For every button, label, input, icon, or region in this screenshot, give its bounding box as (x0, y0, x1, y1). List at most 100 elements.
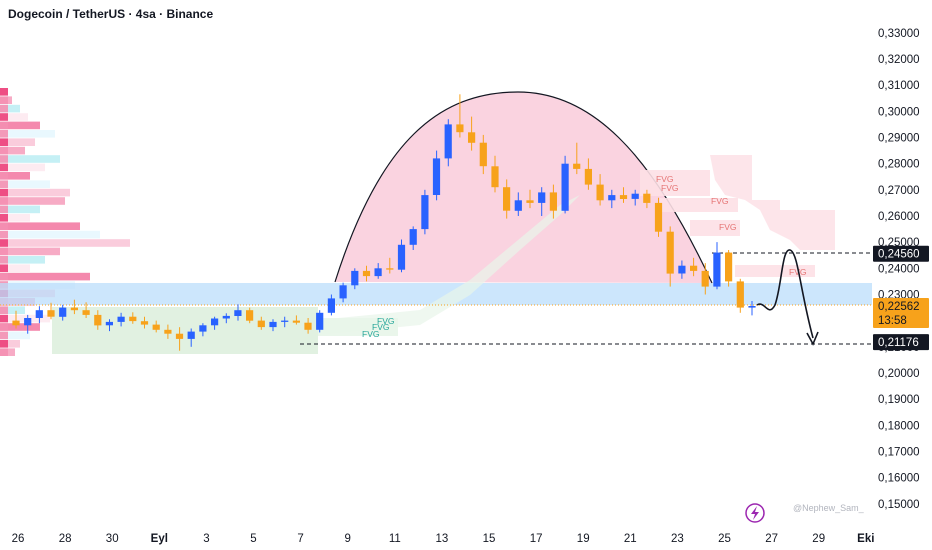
y-tick-label: 0,16000 (878, 473, 920, 485)
candle (596, 174, 604, 206)
volume-bar-core (0, 205, 8, 214)
volume-bar (0, 138, 35, 146)
candle (374, 263, 382, 279)
fvg-box-3 (690, 220, 740, 236)
volume-bar (0, 323, 40, 331)
volume-profile (0, 88, 130, 356)
dome-fill (335, 92, 712, 283)
candle-body (666, 231, 674, 274)
volume-bar (0, 331, 30, 340)
candle-body (748, 306, 756, 308)
bear-cloud-zone (710, 155, 835, 250)
candle (269, 319, 277, 332)
candle-body (713, 252, 721, 287)
y-tick-label: 0,24000 (878, 263, 920, 275)
volume-bar-core (0, 306, 8, 314)
candle (397, 239, 406, 273)
x-tick-label: 5 (250, 533, 256, 545)
fvg-label-5: FVG (789, 267, 806, 277)
candle (304, 318, 312, 334)
candle-body (70, 307, 78, 311)
x-tick-label: 13 (436, 533, 449, 545)
candle-body (421, 195, 429, 230)
candle (327, 294, 335, 316)
candle-body (12, 320, 20, 326)
candle (175, 327, 184, 351)
candle-body (374, 268, 382, 277)
candle (234, 304, 242, 321)
candle-body (117, 316, 125, 322)
volume-bar-core (0, 180, 8, 188)
candle (94, 310, 102, 330)
projection-path (756, 249, 819, 346)
volume-bar-core (0, 214, 8, 222)
candle (316, 310, 324, 333)
candle-body (678, 265, 686, 274)
candle-body (503, 187, 511, 211)
candle (199, 323, 207, 337)
price-tag-current: 0,22562 13:58 (873, 298, 929, 328)
y-tick-label: 0,32000 (878, 54, 920, 66)
candle (748, 301, 756, 316)
volume-bar (0, 163, 45, 172)
candle (164, 324, 172, 339)
candle-body (631, 193, 639, 199)
lightning-icon[interactable] (745, 503, 765, 523)
x-tick-label: 25 (718, 533, 731, 545)
candle (631, 189, 639, 206)
candle (257, 316, 265, 330)
candle (386, 257, 394, 274)
fvg-label-2: FVG (661, 183, 678, 193)
volume-bar (0, 247, 60, 256)
candle-body (47, 310, 55, 317)
candle-body (397, 244, 406, 270)
volume-bar (0, 205, 40, 214)
fvg-box-1 (640, 170, 710, 196)
candle (654, 197, 663, 237)
volume-bar (0, 256, 45, 264)
volume-bar-core (0, 138, 8, 146)
candle-body (386, 268, 394, 270)
candle-body (456, 124, 464, 133)
chart-title: Dogecoin / TetherUS · 4sa · Binance (8, 7, 214, 21)
time-axis[interactable]: 26 28 30 Eyl 3 5 7 9 11 13 15 17 19 21 23 25 27 29 Eki (12, 533, 875, 545)
candle-body (152, 324, 160, 330)
y-tick-label: 0,29000 (878, 133, 920, 145)
volume-bar-core (0, 230, 8, 239)
candle-body (409, 229, 417, 245)
x-tick-label: Eki (857, 533, 874, 545)
fvg-label-1: FVG (656, 174, 673, 184)
y-tick-label: 0,28000 (878, 159, 920, 171)
candle (129, 312, 137, 324)
candle (608, 189, 616, 209)
volume-bar (0, 113, 28, 121)
volume-bar-core (0, 272, 8, 281)
candle-body (327, 298, 335, 313)
volume-bar-core (0, 247, 8, 256)
candle (701, 263, 709, 295)
candle-body (94, 314, 102, 326)
candle (456, 94, 464, 138)
zones (0, 91, 872, 354)
price-axis[interactable]: 0,33000 0,32000 0,31000 0,30000 0,29000 0,280… (878, 28, 920, 511)
y-tick-label: 0,27000 (878, 185, 920, 197)
volume-bar-core (0, 88, 8, 96)
candle-body (526, 200, 534, 203)
price-tag-level: 0,24560 (873, 245, 929, 262)
candle-body (444, 124, 452, 159)
candle (140, 316, 149, 329)
price-tag-level: 0,21176 (873, 334, 929, 351)
candle-body (573, 163, 581, 169)
y-tick-label: 0,15000 (878, 499, 920, 511)
candle (573, 142, 581, 175)
candle (105, 319, 113, 332)
volume-bar (0, 197, 65, 205)
candle-body (257, 320, 265, 328)
bull-consolidation-zone (52, 307, 318, 354)
candle (59, 304, 67, 321)
y-tick-label: 0,18000 (878, 420, 920, 432)
candle-body (479, 142, 487, 167)
y-tick-label: 0,17000 (878, 446, 920, 458)
candle-body (514, 200, 522, 211)
